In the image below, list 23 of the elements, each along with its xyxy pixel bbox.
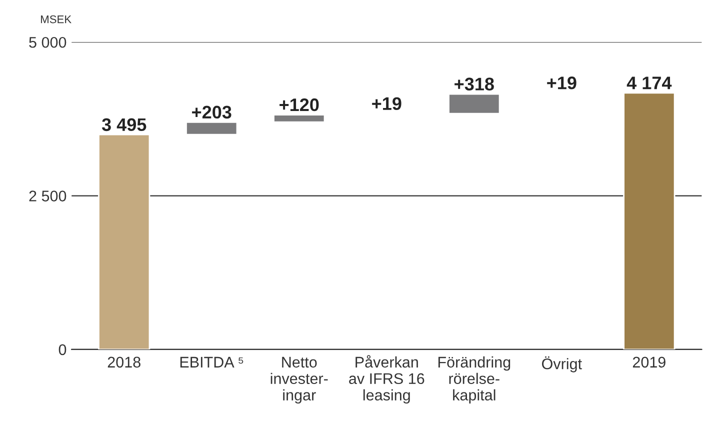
x-tick-label: 2019 [632, 356, 666, 368]
data-label: +203 [192, 106, 232, 119]
bar [623, 92, 676, 350]
data-label: 4 174 [626, 76, 672, 90]
x-tick-label: 2018 [108, 356, 140, 368]
y-axis-title: MSEK [41, 15, 72, 24]
data-label: +318 [454, 78, 494, 90]
data-label: +19 [547, 76, 576, 90]
data-label: +120 [280, 98, 319, 112]
x-tick-label: Netto invester- ingar [270, 356, 328, 404]
x-tick-label: Övrigt [542, 356, 582, 372]
y-tick-label: 0 [58, 344, 66, 356]
data-label: 3 495 [102, 118, 146, 132]
x-tick-label: Påverkan av IFRS 16 leasing [349, 355, 424, 404]
y-tick-label: 5 000 [29, 36, 66, 48]
x-tick-label: Förändring rörelse- kapital [438, 356, 510, 404]
bar [98, 134, 150, 350]
bar [186, 121, 238, 136]
data-label: +19 [372, 97, 402, 110]
bar [448, 93, 500, 114]
y-tick-label: 2 500 [29, 190, 66, 202]
x-tick-label: EBITDA ⁵ [180, 356, 244, 368]
bar [273, 114, 326, 123]
